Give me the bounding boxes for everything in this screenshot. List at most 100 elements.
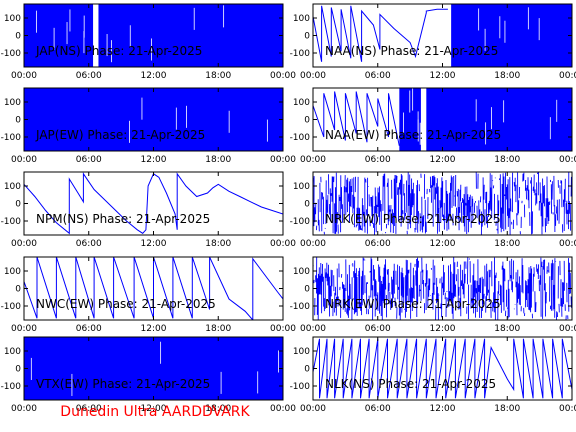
chart-title: VTX(EW) Phase: 21-Apr-2025	[36, 377, 210, 391]
gap-sliver	[485, 122, 487, 145]
y-tick-label: 0	[15, 365, 21, 375]
x-tick-label: 12:00	[141, 239, 167, 249]
x-tick-label: 00:00	[11, 155, 37, 165]
gap-sliver	[83, 15, 85, 38]
x-tick-label: 00:00	[11, 239, 37, 249]
gap-sliver	[527, 7, 529, 30]
gap-sliver	[193, 7, 195, 30]
gap-sliver	[266, 119, 268, 142]
x-tick-label: 00:00	[300, 324, 326, 334]
x-tick-label: 12:00	[141, 71, 167, 81]
x-tick-label: 00:00	[270, 155, 296, 165]
x-tick-label: 06:00	[76, 155, 102, 165]
x-tick-label: 06:00	[365, 404, 391, 414]
chart-title: NPM(NS) Phase: 21-Apr-2025	[36, 212, 210, 226]
chart-title: JAP(NS) Phase: 21-Apr-2025	[35, 44, 202, 58]
y-tick-label: -100	[1, 217, 22, 227]
x-tick-label: 06:00	[365, 155, 391, 165]
gap-sliver	[141, 97, 143, 120]
x-tick-label: 00:00	[300, 239, 326, 249]
gap-sliver	[499, 16, 501, 39]
chart-panel-8: 00:00 06:00 12:00 18:00 00:00 100 0 -100 NRK(EW)…	[290, 256, 576, 334]
series-trace	[313, 4, 572, 67]
x-tick-label: 12:00	[141, 324, 167, 334]
x-tick-label: 18:00	[205, 404, 231, 414]
gap-sliver	[491, 107, 492, 130]
x-tick-label: 00:00	[559, 404, 576, 414]
x-tick-label: 00:00	[270, 404, 296, 414]
gap-sliver	[30, 357, 32, 380]
footer-credit: Dunedin Ultra AARDDVARK	[60, 404, 250, 420]
x-tick-label: 18:00	[494, 239, 520, 249]
dense-band-1	[24, 337, 283, 400]
x-tick-label: 18:00	[205, 71, 231, 81]
gap-sliver	[53, 27, 55, 50]
y-tick-label: 0	[304, 32, 310, 42]
gap-sliver	[417, 119, 419, 142]
y-tick-label: 0	[15, 285, 21, 295]
gap-sliver	[549, 117, 551, 140]
chart-title: NWC(EW) Phase: 21-Apr-2025	[36, 297, 216, 311]
x-tick-label: 18:00	[205, 239, 231, 249]
dense-band-1	[24, 88, 283, 151]
series-trace	[313, 338, 572, 399]
x-tick-label: 12:00	[430, 324, 456, 334]
x-tick-label: 12:00	[430, 404, 456, 414]
y-tick-label: -100	[290, 302, 311, 312]
x-tick-label: 06:00	[76, 324, 102, 334]
gap-sliver	[160, 341, 162, 364]
x-tick-label: 18:00	[494, 404, 520, 414]
x-tick-label: 00:00	[11, 71, 37, 81]
x-tick-label: 12:00	[430, 155, 456, 165]
gap-sliver	[111, 40, 112, 63]
series-trace	[313, 88, 572, 151]
gap-sliver	[475, 99, 477, 122]
x-tick-label: 00:00	[559, 155, 576, 165]
gap-sliver	[175, 107, 177, 130]
x-tick-label: 18:00	[205, 155, 231, 165]
gap-sliver	[83, 31, 85, 54]
x-tick-label: 06:00	[365, 324, 391, 334]
y-tick-label: -100	[1, 302, 22, 312]
x-tick-label: 00:00	[270, 324, 296, 334]
y-tick-label: 100	[4, 347, 21, 357]
y-tick-label: 100	[293, 14, 310, 24]
chart-panel-1: 00:00 06:00 12:00 18:00 00:00 100 0 -100 JAP(NS)…	[1, 3, 296, 81]
y-tick-label: -100	[290, 382, 311, 392]
y-tick-label: -100	[290, 133, 311, 143]
gap-sliver	[403, 112, 404, 135]
series-trace	[24, 88, 283, 151]
x-tick-label: 18:00	[494, 71, 520, 81]
y-tick-label: -100	[1, 382, 22, 392]
y-tick-label: 0	[304, 200, 310, 210]
chart-title: NLK(NS) Phase: 21-Apr-2025	[325, 377, 496, 391]
x-tick-label: 00:00	[559, 239, 576, 249]
y-tick-label: 100	[4, 267, 21, 277]
x-tick-label: 06:00	[365, 239, 391, 249]
gap-sliver	[228, 110, 230, 133]
gap-sliver	[484, 28, 486, 51]
x-tick-label: 12:00	[430, 239, 456, 249]
gap-sliver	[129, 120, 130, 143]
x-tick-label: 00:00	[559, 71, 576, 81]
dense-band-1	[24, 4, 94, 67]
series-trace	[24, 337, 283, 400]
y-tick-label: 100	[293, 267, 310, 277]
x-tick-label: 12:00	[430, 71, 456, 81]
gap-sliver	[257, 371, 259, 394]
x-tick-label: 00:00	[11, 404, 37, 414]
gap-sliver	[220, 371, 222, 394]
y-tick-label: 0	[15, 200, 21, 210]
chart-panel-3: 00:00 06:00 12:00 18:00 00:00 100 0 -100 JAP(EW)…	[1, 87, 296, 165]
y-tick-label: -100	[290, 49, 311, 59]
gap-sliver	[66, 22, 68, 45]
dense-band-1	[451, 4, 572, 67]
series-line	[313, 91, 400, 146]
y-tick-label: 100	[4, 14, 21, 24]
gap-sliver	[419, 122, 421, 145]
dense-band-2	[98, 4, 283, 67]
y-tick-label: 0	[304, 365, 310, 375]
y-tick-label: 100	[293, 98, 310, 108]
gap-sliver	[478, 8, 480, 31]
gap-sliver	[504, 20, 506, 43]
